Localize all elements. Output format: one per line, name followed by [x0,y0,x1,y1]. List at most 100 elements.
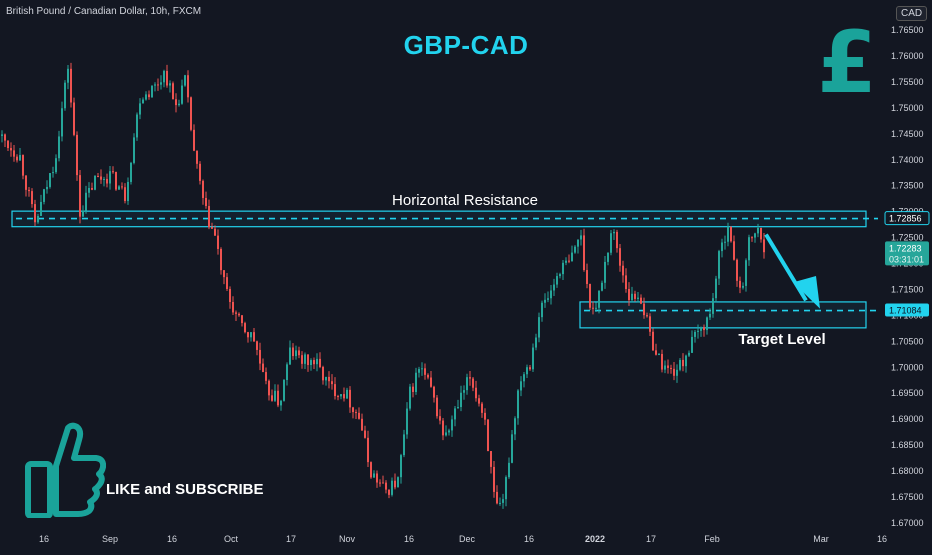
candle-body [220,248,222,271]
candle-body [634,293,636,299]
candle-body [70,68,72,103]
candle-body [235,312,237,314]
candle-body [412,386,414,392]
x-tick-label: 16 [524,534,534,544]
candle-body [565,260,567,263]
candle-body [460,392,462,408]
candle-body [607,252,609,262]
candle-body [379,482,381,484]
candle-body [226,277,228,289]
candle-body [40,201,42,216]
candle-body [214,228,216,236]
candle-body [232,301,234,313]
candle-body [73,102,75,135]
y-tick-label: 1.70500 [891,336,924,346]
candle-body [505,477,507,500]
x-tick-label: Mar [813,534,829,544]
candle-body [727,226,729,242]
candle-body [19,155,21,161]
candle-body [187,75,189,98]
y-tick-label: 1.67000 [891,518,924,528]
candle-body [151,85,153,98]
candle-body [376,473,378,483]
candle-body [13,150,15,157]
candle-body [577,239,579,247]
candle-body [340,394,342,397]
x-tick-label: 2022 [585,534,605,544]
chart-title: GBP-CAD [403,30,529,60]
candle-body [589,283,591,308]
candle-body [253,332,255,342]
candle-body [439,416,441,421]
candle-body [493,466,495,492]
candle-body [289,347,291,365]
candle-body [619,248,621,266]
candle-body [367,437,369,463]
candle-body [649,316,651,332]
candle-body [109,171,111,184]
candle-body [748,237,750,261]
candle-body [241,315,243,324]
candle-body [496,491,498,504]
candle-body [739,280,741,288]
x-tick-label: Dec [459,534,476,544]
candle-body [571,252,573,262]
candle-body [247,332,249,338]
candle-body [46,186,48,190]
candle-body [598,290,600,308]
candle-body [604,261,606,283]
candle-body [112,171,114,173]
candle-body [124,187,126,202]
candle-body [640,297,642,304]
y-tick-label: 1.71500 [891,284,924,294]
candle-body [283,379,285,401]
candle-body [352,407,354,413]
candle-body [442,420,444,436]
y-tick-label: 1.76500 [891,25,924,35]
candle-body [79,175,81,217]
candle-body [58,136,60,159]
candle-body [481,403,483,413]
candle-body [307,354,309,366]
candle-body [334,384,336,397]
candle-body [244,323,246,333]
candle-body [724,241,726,243]
candle-body [709,313,711,318]
candle-body [277,390,279,406]
candle-body [712,298,714,314]
candle-body [652,331,654,351]
candle-body [142,99,144,104]
y-tick-label: 1.74000 [891,155,924,165]
x-tick-label: Nov [339,534,356,544]
candle-body [610,233,612,253]
candle-body [316,358,318,365]
currency-badge[interactable]: CAD [896,6,928,21]
candle-body [310,360,312,366]
candle-body [358,412,360,419]
candle-body [538,317,540,338]
candle-body [547,298,549,300]
candle-body [394,480,396,488]
candle-body [592,307,594,309]
y-tick-label: 1.69500 [891,388,924,398]
candle-body [331,381,333,385]
candle-body [628,289,630,301]
candle-body [532,347,534,370]
candle-body [673,368,675,376]
candle-body [25,175,27,190]
candle-body [601,282,603,291]
projection-arrow-head [793,275,820,309]
x-tick-label: 16 [39,534,49,544]
candle-body [115,171,117,190]
candle-body [616,231,618,249]
candle-body [271,395,273,401]
y-tick-label: 1.70000 [891,362,924,372]
candle-body [697,330,699,332]
candle-body [208,206,210,228]
candle-body [691,336,693,353]
candle-body [184,75,186,86]
candle-body [22,155,24,176]
candle-body [325,376,327,381]
